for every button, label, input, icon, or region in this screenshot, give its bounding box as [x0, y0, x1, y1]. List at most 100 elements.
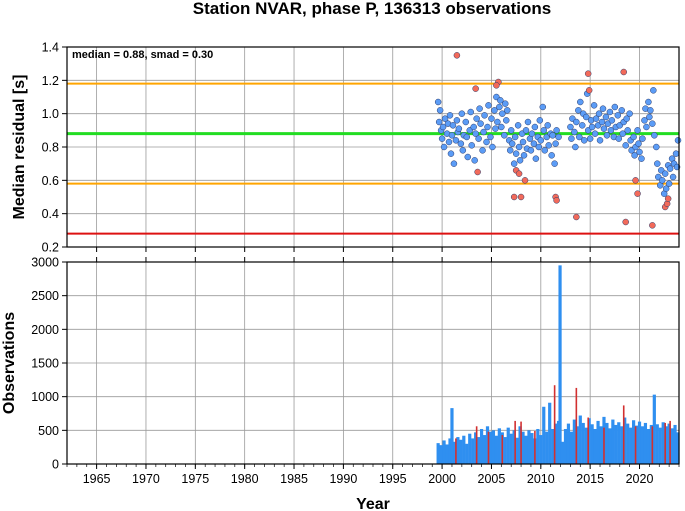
- x-tick-label: 2005: [478, 472, 506, 486]
- x-tick-label: 1985: [280, 472, 308, 486]
- observation-bar-blue: [596, 420, 600, 464]
- scatter-point-red: [634, 190, 641, 197]
- scatter-point-blue: [599, 105, 607, 112]
- scatter-point-blue: [440, 143, 448, 151]
- observation-bar-blue: [518, 426, 522, 464]
- observation-bar-blue: [509, 433, 513, 464]
- scatter-point-blue: [471, 157, 478, 164]
- observation-bar-red: [575, 387, 578, 464]
- bottom-y-tick-label: 3000: [31, 256, 59, 270]
- scatter-point-blue: [452, 137, 460, 144]
- scatter-point-blue: [497, 97, 504, 104]
- scatter-point-blue: [489, 143, 496, 151]
- bottom-y-tick-label: 0: [52, 458, 59, 472]
- scatter-point-blue: [462, 118, 470, 126]
- scatter-point-blue: [501, 132, 508, 139]
- observation-bar-blue: [620, 426, 624, 464]
- bottom-y-tick-label: 1000: [31, 390, 59, 404]
- observation-bar-blue: [590, 424, 594, 464]
- observation-bar-blue: [450, 408, 454, 464]
- scatter-point-blue: [590, 102, 598, 109]
- observation-bar-blue: [646, 428, 650, 464]
- observation-bar-blue: [439, 445, 443, 464]
- observation-bar-blue: [471, 438, 475, 464]
- scatter-point-blue: [472, 130, 479, 137]
- x-tick-label: 2000: [428, 472, 456, 486]
- scatter-point-blue: [468, 142, 475, 149]
- observation-bar-blue: [560, 441, 565, 464]
- scatter-point-blue: [522, 127, 530, 134]
- scatter-point-blue: [618, 107, 625, 114]
- observation-bar-blue: [655, 424, 659, 464]
- scatter-point-blue: [458, 110, 466, 117]
- scatter-point-blue: [503, 117, 510, 124]
- chart-title: Station NVAR, phase P, 136313 observatio…: [193, 0, 551, 18]
- scatter-point-blue: [588, 123, 596, 131]
- scatter-point-blue: [479, 147, 486, 154]
- scatter-point-blue: [449, 122, 457, 129]
- x-tick-label: 2010: [527, 472, 555, 486]
- scatter-point-red: [517, 193, 525, 201]
- scatter-point-blue: [519, 138, 527, 146]
- scatter-point-blue: [503, 107, 511, 114]
- scatter-point-blue: [528, 130, 536, 137]
- scatter-point-blue: [600, 125, 608, 132]
- scatter-point-blue: [467, 108, 474, 116]
- scatter-point-blue: [553, 127, 560, 134]
- scatter-point-blue: [535, 143, 543, 151]
- scatter-point-blue: [674, 137, 682, 144]
- observation-bar-blue: [661, 422, 665, 464]
- scatter-point-red: [515, 170, 523, 177]
- observation-bar-blue: [566, 423, 571, 464]
- scatter-point-blue: [510, 160, 518, 167]
- observation-bar-blue: [614, 424, 618, 464]
- scatter-point-blue: [575, 107, 582, 114]
- scatter-point-blue: [446, 112, 454, 119]
- observation-bar-blue: [462, 435, 466, 464]
- scatter-point-blue: [672, 150, 680, 157]
- observation-bar-blue: [617, 422, 621, 464]
- observation-bar-red: [669, 420, 671, 464]
- observation-bar-blue: [637, 421, 642, 464]
- scatter-point-blue: [507, 127, 515, 134]
- scatter-point-blue: [646, 113, 653, 121]
- scatter-point-blue: [492, 125, 499, 132]
- observation-bar-blue: [578, 415, 582, 464]
- observation-bar-blue: [521, 431, 525, 464]
- scatter-point-red: [510, 193, 518, 201]
- observation-bar-blue: [593, 428, 597, 464]
- observation-bar-blue: [569, 431, 574, 464]
- top-grid: [67, 46, 679, 248]
- observation-bar-blue: [503, 437, 507, 464]
- scatter-point-blue: [514, 122, 522, 129]
- observation-bar-blue: [485, 426, 490, 464]
- x-tick-label: 1975: [181, 472, 209, 486]
- scatter-point-blue: [532, 155, 540, 162]
- scatter-point-blue: [541, 147, 549, 154]
- observation-bar-blue: [524, 435, 528, 464]
- scatter-point-blue: [475, 135, 482, 142]
- observation-bar-red: [587, 417, 589, 464]
- observation-bar-blue: [673, 424, 677, 464]
- x-axis-ticks: 1965 1970 1975 1980 1985 1990 1995 2000 2005 2010…: [66, 247, 680, 486]
- observation-bar-blue: [482, 435, 487, 464]
- observation-bar-blue: [536, 428, 540, 464]
- scatter-point-blue: [537, 137, 545, 144]
- scatter-point-blue: [434, 98, 442, 106]
- scatter-point-blue: [459, 147, 467, 154]
- scatter-point-blue: [572, 143, 579, 151]
- scatter-point-red: [453, 52, 461, 59]
- observation-bar-blue: [581, 422, 585, 464]
- observation-bar-red: [514, 420, 516, 464]
- observation-bar-blue: [445, 444, 449, 464]
- observation-bar-blue: [456, 437, 460, 464]
- scatter-point-blue: [579, 122, 586, 129]
- scatter-point-blue: [592, 115, 600, 122]
- scatter-point-red: [620, 68, 627, 76]
- scatter-point-red: [553, 197, 560, 204]
- scatter-point-blue: [631, 152, 638, 159]
- scatter-point-blue: [635, 140, 642, 147]
- scatter-point-blue: [608, 117, 616, 124]
- bottom-y-ticks: 0 500 1000 1500 2000 2500 3000: [31, 256, 67, 472]
- scatter-point-blue: [515, 143, 523, 151]
